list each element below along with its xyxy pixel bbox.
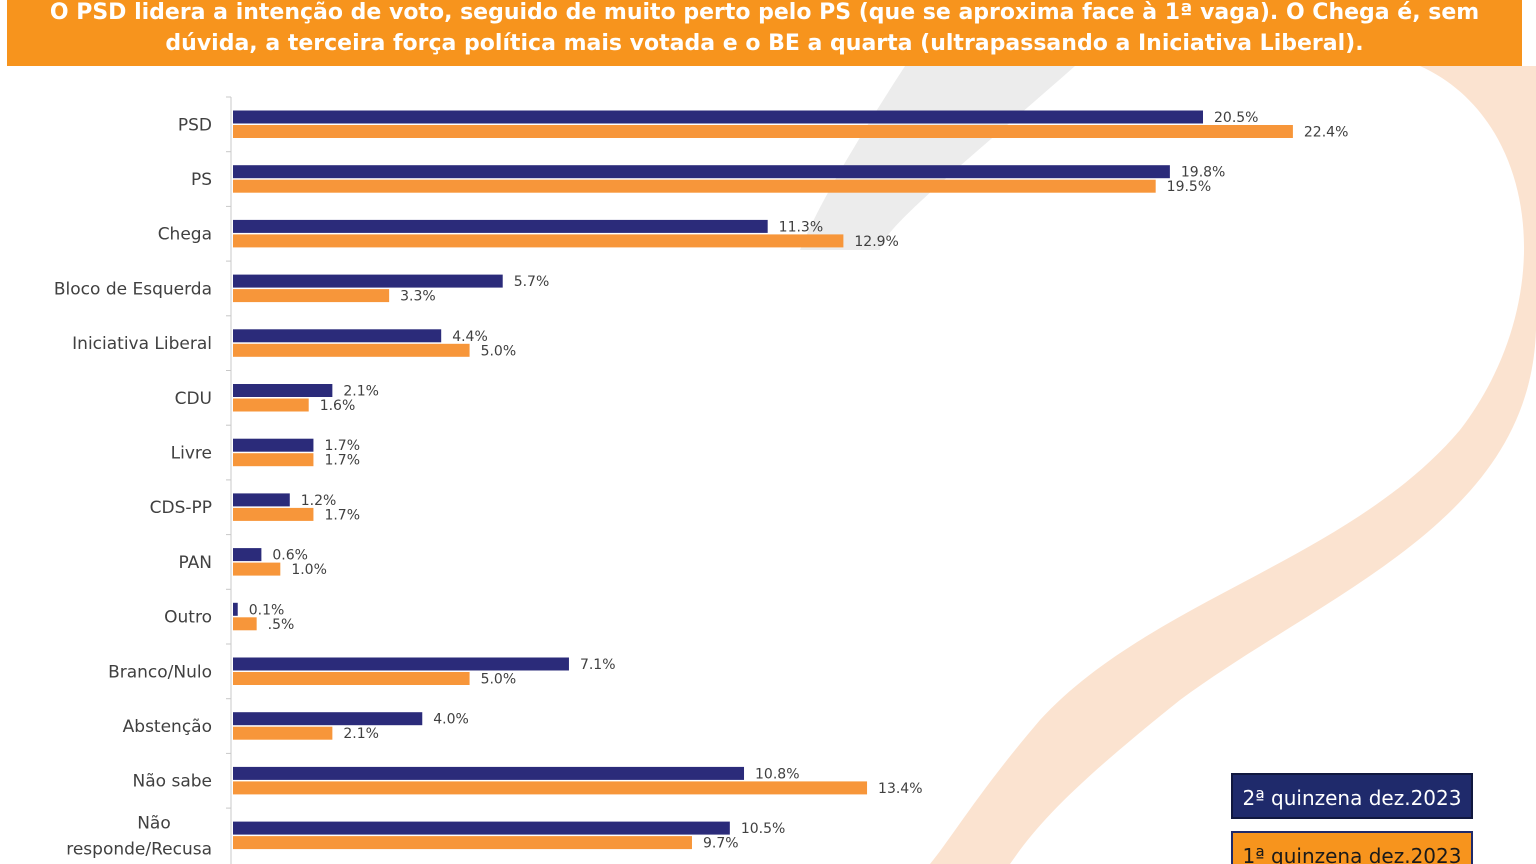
value-label-bloco-de-esquerda-series-2: 3.3%: [400, 289, 436, 305]
category-label-abstencao: Abstenção: [123, 717, 212, 737]
value-label-outro-series-2: .5%: [268, 617, 295, 633]
value-label-ps-series-1: 19.8%: [1181, 165, 1225, 181]
category-label-pan: PAN: [178, 553, 212, 573]
bar-cdu-series-1: [233, 384, 333, 397]
value-label-livre-series-2: 1.7%: [324, 453, 360, 469]
category-label-psd: PSD: [178, 115, 212, 135]
value-label-psd-series-1: 20.5%: [1214, 110, 1258, 126]
bar-bloco-de-esquerda-series-2: [233, 289, 390, 303]
value-label-pan-series-2: 1.0%: [291, 562, 327, 578]
bar-nao-sabe-series-2: [233, 781, 868, 795]
bar-outro-series-2: [233, 617, 257, 631]
value-label-cdu-series-1: 2.1%: [343, 384, 379, 400]
category-label-nao-responde-recusa: Não responde/Recusa: [66, 813, 212, 859]
bar-pan-series-2: [233, 562, 281, 576]
category-label-cds-pp: CDS-PP: [150, 498, 212, 518]
value-labels: 20.5% 22.4% 19.8%19.5% 11.3% 12.9% 5.7% 3.3% 4.…: [249, 110, 1349, 852]
value-label-abstencao-series-2: 2.1%: [343, 726, 379, 742]
bar-chega-series-1: [233, 219, 768, 233]
category-label-chega: Chega: [158, 225, 212, 245]
category-label-branco-nulo: Branco/Nulo: [108, 662, 212, 682]
bar-cds-pp-series-1: [233, 493, 290, 507]
category-label-ps: PS: [191, 170, 212, 190]
bar-ps-series-1: [233, 165, 1170, 179]
bar-ps-series-2: [233, 179, 1156, 193]
bar-nao-sabe-series-1: [233, 766, 745, 780]
grey-swoosh-shape: [800, 66, 1075, 250]
value-label-pan-series-1: 0.6%: [272, 548, 308, 564]
value-label-cdu-series-2: 1.6%: [320, 398, 356, 414]
bar-outro-series-1: [233, 602, 238, 616]
value-label-branco-nulo-series-1: 7.1%: [580, 657, 616, 673]
bar-nao-responde-recusa-series-2: [233, 836, 692, 850]
value-label-abstencao-series-1: 4.0%: [433, 712, 469, 728]
bar-cdu-series-2: [233, 398, 309, 412]
bar-bloco-de-esquerda-series-1: [233, 274, 503, 288]
value-label-chega-series-2: 12.9%: [854, 234, 898, 250]
category-label-iniciativa-liberal: Iniciativa Liberal: [72, 334, 212, 354]
bar-livre-series-2: [233, 453, 314, 467]
category-label-cdu: CDU: [175, 389, 212, 409]
header-line-2: dúvida, a terceira força política mais v…: [165, 31, 1364, 56]
value-label-livre-series-1: 1.7%: [324, 438, 360, 454]
header-line-1: O PSD lidera a intenção de voto, seguido…: [49, 0, 1480, 25]
bar-iniciativa-liberal-series-2: [233, 343, 470, 357]
bar-pan-series-1: [233, 548, 262, 562]
peach-swoosh-shape: [930, 66, 1536, 864]
bars: [233, 110, 1293, 850]
category-label-outro: Outro: [164, 608, 212, 628]
bar-psd-series-2: [233, 125, 1293, 138]
bar-chega-series-2: [233, 234, 844, 248]
value-label-nao-sabe-series-2: 13.4%: [878, 781, 922, 797]
bar-psd-series-1: [233, 110, 1203, 124]
y-axis-ticks: [226, 96, 231, 809]
value-label-branco-nulo-series-2: 5.0%: [481, 672, 517, 688]
slide-header: O PSD lidera a intenção de voto, seguido…: [7, 0, 1522, 66]
value-label-outro-series-1: 0.1%: [249, 602, 285, 618]
bar-branco-nulo-series-1: [233, 657, 569, 671]
bar-iniciativa-liberal-series-1: [233, 329, 442, 343]
value-label-cds-pp-series-2: 1.7%: [324, 507, 360, 523]
bar-livre-series-1: [233, 438, 314, 452]
bar-abstencao-series-2: [233, 726, 333, 740]
value-label-chega-series-1: 11.3%: [779, 219, 823, 235]
legend-series-2: 1ª quinzena dez.2023: [1231, 831, 1473, 864]
value-label-nao-sabe-series-1: 10.8%: [755, 766, 799, 782]
value-label-bloco-de-esquerda-series-1: 5.7%: [514, 274, 550, 290]
legend-series-1: 2ª quinzena dez.2023: [1231, 773, 1473, 819]
value-label-nao-responde-recusa-series-1: 10.5%: [741, 821, 785, 837]
category-labels: PSD PS Chega Bloco de Esquerda Iniciativa Li…: [54, 115, 212, 859]
value-label-iniciativa-liberal-series-2: 5.0%: [481, 343, 517, 359]
category-label-nao-sabe: Não sabe: [133, 772, 212, 792]
value-label-psd-series-2: 22.4%: [1304, 125, 1348, 141]
bar-nao-responde-recusa-series-1: [233, 821, 730, 835]
category-label-bloco-de-esquerda: Bloco de Esquerda: [54, 279, 212, 299]
bar-cds-pp-series-2: [233, 507, 314, 521]
value-label-nao-responde-recusa-series-2: 9.7%: [703, 836, 739, 852]
category-label-livre: Livre: [171, 443, 212, 463]
bar-abstencao-series-1: [233, 712, 423, 726]
value-label-ps-series-2: 19.5%: [1167, 179, 1211, 195]
value-label-iniciativa-liberal-series-1: 4.4%: [452, 329, 488, 345]
value-label-cds-pp-series-1: 1.2%: [301, 493, 337, 509]
bar-branco-nulo-series-2: [233, 672, 470, 685]
